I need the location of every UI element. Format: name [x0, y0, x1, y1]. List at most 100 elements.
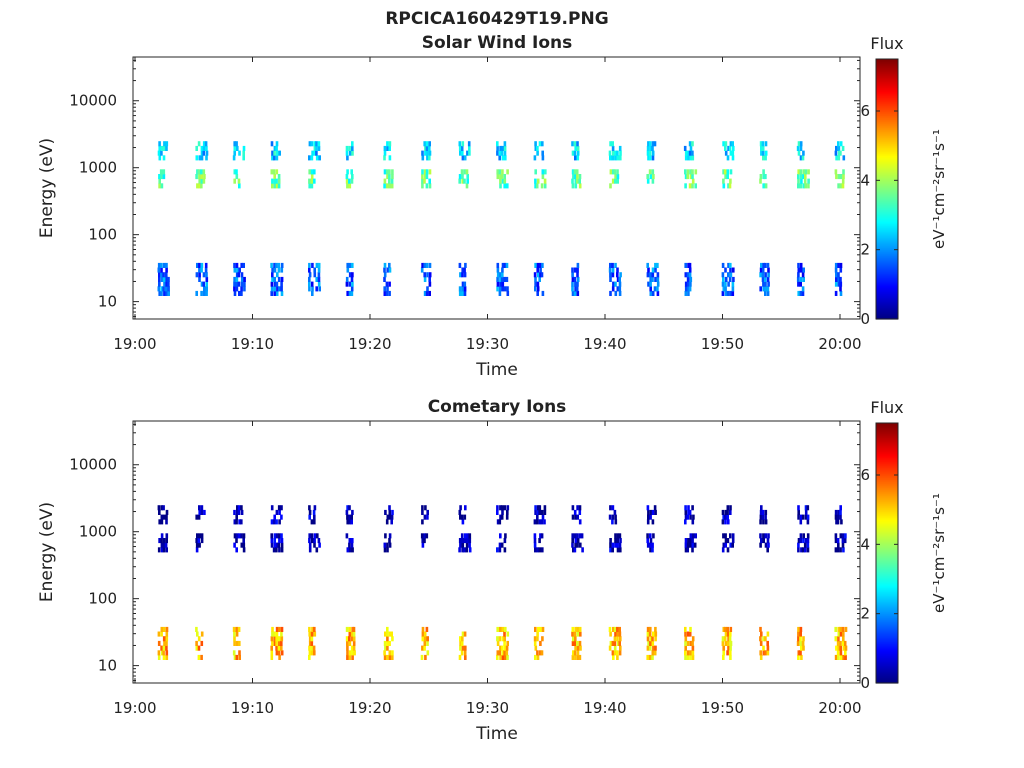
flux-cell: [157, 262, 161, 268]
flux-cell: [574, 514, 577, 520]
colorbar-swatch: [876, 459, 898, 462]
flux-cell: [759, 650, 762, 656]
flux-cell: [767, 533, 770, 539]
flux-cell: [236, 267, 239, 273]
flux-cell: [346, 645, 349, 651]
colorbar-swatch: [876, 145, 898, 148]
flux-cell: [308, 183, 311, 189]
flux-cell: [836, 519, 840, 525]
flux-cell: [458, 547, 461, 553]
flux-cell: [463, 533, 467, 539]
flux-cell: [235, 141, 238, 147]
flux-cell: [240, 542, 244, 548]
flux-cell: [652, 631, 655, 637]
colorbar-swatch: [876, 441, 898, 444]
flux-cell: [308, 281, 311, 287]
colorbar-swatch: [876, 465, 898, 468]
flux-cell: [458, 654, 462, 660]
flux-cell: [839, 626, 842, 632]
flux-cell: [277, 505, 281, 511]
flux-cell: [694, 533, 697, 539]
flux-cell: [158, 290, 161, 296]
flux-cell: [270, 169, 274, 175]
flux-cell: [428, 141, 431, 147]
y-tick-label: 10: [98, 293, 117, 311]
flux-cell: [684, 509, 688, 515]
flux-cell: [759, 519, 762, 525]
flux-cell: [573, 150, 577, 156]
flux-cell: [165, 262, 168, 268]
colorbar-swatch: [876, 665, 898, 668]
flux-cell: [611, 505, 615, 511]
flux-cell: [277, 276, 281, 282]
flux-cell: [646, 542, 650, 548]
flux-cell: [506, 183, 509, 189]
colorbar-swatch: [876, 119, 898, 122]
colorbar-swatch: [876, 439, 898, 442]
flux-cell: [276, 150, 279, 156]
colorbar-swatch: [876, 233, 898, 236]
flux-cell: [425, 262, 429, 268]
flux-cell: [428, 183, 432, 189]
colorbar-swatch: [876, 157, 898, 160]
flux-cell: [759, 272, 762, 278]
colorbar-swatch: [876, 125, 898, 128]
flux-cell: [308, 262, 311, 268]
flux-cell: [835, 272, 838, 278]
flux-cell: [310, 169, 314, 175]
flux-cell: [506, 640, 509, 646]
flux-cell: [204, 141, 208, 147]
flux-cell: [163, 145, 166, 151]
colorbar-swatch: [876, 217, 898, 220]
flux-cell: [767, 281, 770, 287]
flux-cell: [202, 169, 206, 175]
flux-cell: [238, 650, 241, 656]
flux-cell: [840, 519, 843, 525]
flux-cell: [837, 276, 840, 282]
colorbar-swatch: [876, 279, 898, 282]
flux-cell: [541, 514, 545, 520]
flux-cell: [501, 178, 505, 184]
flux-cell: [726, 155, 730, 161]
flux-cell: [613, 636, 617, 642]
flux-cell: [391, 169, 394, 175]
flux-cell: [421, 183, 424, 189]
flux-cell: [648, 155, 652, 161]
flux-cell: [165, 145, 168, 151]
colorbar-swatch: [876, 463, 898, 466]
flux-cell: [277, 178, 281, 184]
flux-cell: [578, 626, 582, 632]
flux-cell: [383, 150, 387, 156]
flux-cell: [609, 183, 612, 189]
flux-cell: [649, 276, 652, 282]
flux-cell: [275, 290, 279, 296]
flux-cell: [386, 654, 389, 660]
colorbar-swatch: [876, 633, 898, 636]
flux-cell: [729, 272, 733, 278]
x-tick-label: 19:50: [701, 699, 744, 717]
flux-cell: [614, 150, 617, 156]
flux-cell: [503, 645, 507, 651]
flux-cell: [799, 155, 803, 161]
flux-cell: [729, 650, 732, 656]
flux-cell: [572, 650, 575, 656]
flux-cell: [839, 281, 843, 287]
flux-cell: [684, 542, 688, 548]
flux-cell: [383, 145, 387, 151]
flux-cell: [536, 626, 540, 632]
flux-cell: [764, 281, 767, 287]
flux-cell: [198, 276, 201, 282]
flux-cell: [646, 626, 650, 632]
flux-cell: [574, 281, 577, 287]
flux-cell: [611, 262, 614, 268]
flux-cell: [842, 547, 845, 553]
flux-cell: [313, 150, 317, 156]
flux-cell: [534, 626, 537, 632]
colorbar-swatch: [876, 451, 898, 454]
flux-cell: [539, 533, 542, 539]
flux-cell: [160, 272, 163, 278]
colorbar-swatch: [876, 89, 898, 92]
flux-cell: [686, 150, 690, 156]
x-axis-ticks: 19:00 19:10 19:20 19:30 19:40 19:50 20:00: [113, 57, 862, 353]
